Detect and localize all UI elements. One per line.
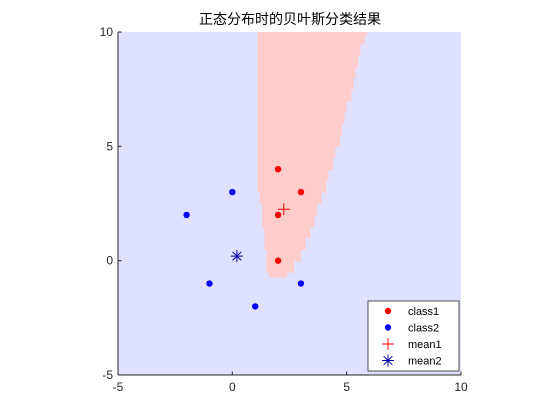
chart-title: 正态分布时的贝叶斯分类结果 xyxy=(199,12,381,28)
region-class1-row xyxy=(257,112,345,125)
legend-label-class1: class1 xyxy=(408,306,439,318)
x-tick-label: -5 xyxy=(113,380,124,394)
axes: -5 0 5 10 -5 0 5 10 xyxy=(100,25,468,394)
region-class1-row xyxy=(264,237,306,250)
class2-point xyxy=(252,303,259,310)
region-class1-row xyxy=(257,77,354,90)
mean1-point xyxy=(277,203,290,216)
class1-point xyxy=(274,257,282,264)
legend-label-mean2: mean2 xyxy=(408,356,442,368)
region-class1-row xyxy=(257,34,365,45)
class2-point xyxy=(183,211,190,219)
legend: class1 class2 mean1 mean2 xyxy=(367,300,460,372)
mean2-point-d2 xyxy=(232,251,242,261)
legend-box xyxy=(367,300,460,372)
class1-point xyxy=(274,211,282,219)
legend-marker-mean2-d2 xyxy=(383,355,393,366)
region-class1-row xyxy=(266,249,301,262)
y-tick-label: -5 xyxy=(102,368,113,382)
region-class1-row xyxy=(257,134,340,147)
class1-point xyxy=(274,166,282,173)
region-class1-row xyxy=(257,157,333,170)
region-class1-row xyxy=(259,192,322,205)
region-class1-row xyxy=(257,43,361,56)
class2-point xyxy=(297,280,305,287)
region-class1-row xyxy=(264,226,311,239)
y-tick-label: 10 xyxy=(100,25,114,39)
region-class1-row xyxy=(268,272,288,278)
legend-marker-mean1 xyxy=(382,338,394,350)
class2-point xyxy=(229,188,236,196)
x-tick-label: 5 xyxy=(343,380,350,394)
x-tick-label: 0 xyxy=(229,380,236,394)
region-class1-row xyxy=(257,89,352,102)
decision-regions xyxy=(118,32,461,375)
region-class1-row xyxy=(257,66,356,79)
region-class1-row xyxy=(257,32,368,35)
region-class1-row xyxy=(257,123,343,136)
region-class1-row xyxy=(257,169,329,182)
legend-marker-mean2 xyxy=(382,354,394,367)
region-class1-row xyxy=(266,260,295,273)
data-markers xyxy=(183,166,305,310)
mean2-point xyxy=(230,250,243,263)
region-class1-row xyxy=(257,180,327,193)
x-tick-label: 10 xyxy=(454,380,468,394)
y-tick-label: 0 xyxy=(106,254,113,268)
region-class1-row xyxy=(257,100,347,113)
class1-point xyxy=(297,188,305,196)
legend-label-class2: class2 xyxy=(408,323,439,335)
legend-marker-class1 xyxy=(384,307,392,315)
region-class1-row xyxy=(257,146,336,159)
legend-marker-class2 xyxy=(384,324,392,331)
legend-label-mean1: mean1 xyxy=(408,339,442,351)
y-tick-label: 5 xyxy=(106,139,113,153)
class2-point xyxy=(206,280,213,287)
region-class1-row xyxy=(257,54,359,67)
region-class1-row xyxy=(262,214,315,227)
